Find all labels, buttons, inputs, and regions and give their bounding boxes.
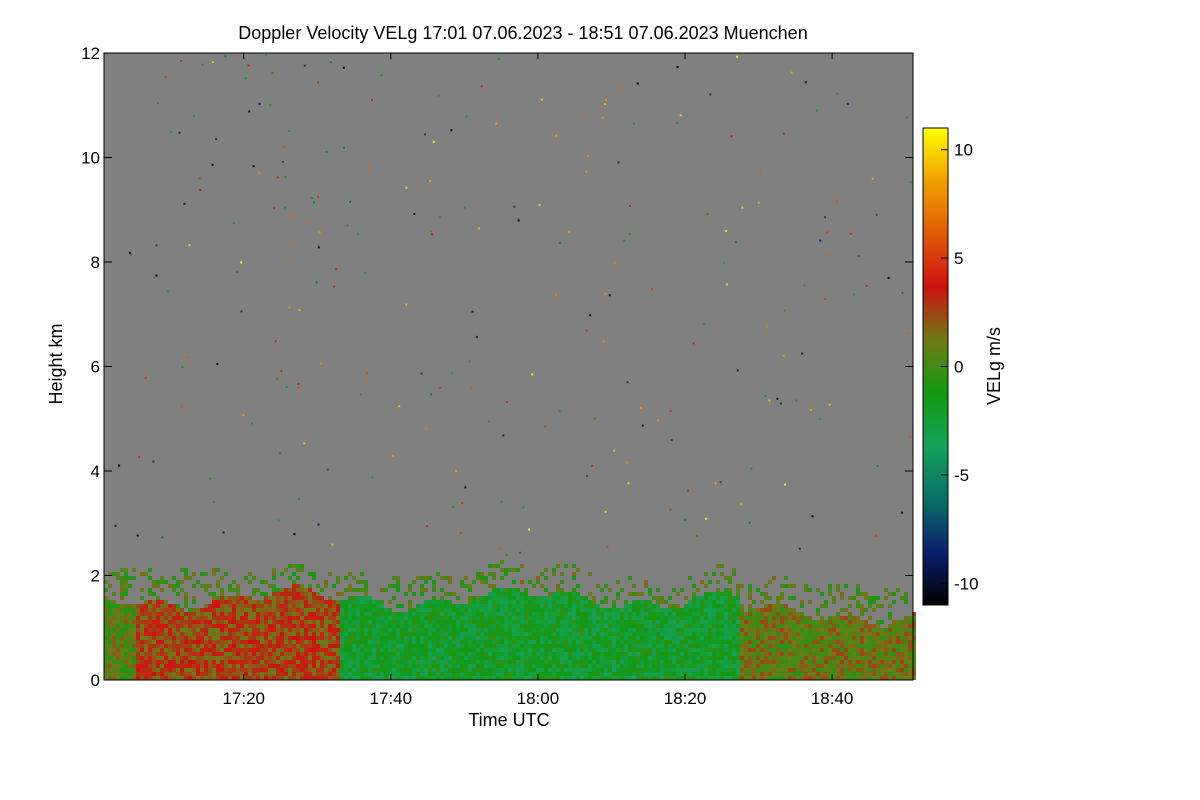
colorbar-tick-label: 5 (954, 249, 963, 268)
y-axis: 0 2 4 6 8 10 12 (81, 44, 913, 690)
velocity-field (104, 54, 916, 680)
x-axis: 17:20 17:40 18:00 18:20 18:40 (222, 53, 853, 708)
plot-background (104, 53, 913, 680)
chart-title: Doppler Velocity VELg 17:01 07.06.2023 -… (238, 23, 807, 43)
colorbar: 10 5 0 -5 -10 VELg m/s (922, 127, 1004, 606)
x-tick-label: 18:00 (517, 689, 560, 708)
x-tick-label: 18:20 (664, 689, 707, 708)
colorbar-tick-label: 0 (954, 358, 963, 377)
colorbar-ticks: 10 5 0 -5 -10 (941, 141, 979, 593)
y-tick-label: 6 (91, 358, 100, 377)
y-tick-label: 0 (91, 671, 100, 690)
colorbar-label: VELg m/s (984, 327, 1004, 405)
y-tick-label: 2 (91, 567, 100, 586)
colorbar-tick-label: -5 (954, 466, 969, 485)
x-tick-label: 17:20 (222, 689, 265, 708)
colorbar-tick-label: 10 (954, 141, 973, 160)
y-tick-label: 4 (91, 462, 100, 481)
x-tick-label: 18:40 (811, 689, 854, 708)
colorbar-scale (922, 127, 949, 606)
y-tick-label: 8 (91, 253, 100, 272)
plot-area: 17:20 17:40 18:00 18:20 18:40 0 2 4 6 8 10 12 (81, 44, 916, 708)
y-tick-label: 10 (81, 149, 100, 168)
x-tick-label: 17:40 (370, 689, 413, 708)
y-axis-label: Height km (46, 323, 66, 404)
x-axis-label: Time UTC (468, 710, 549, 730)
y-tick-label: 12 (81, 44, 100, 63)
colorbar-tick-label: -10 (954, 574, 979, 593)
